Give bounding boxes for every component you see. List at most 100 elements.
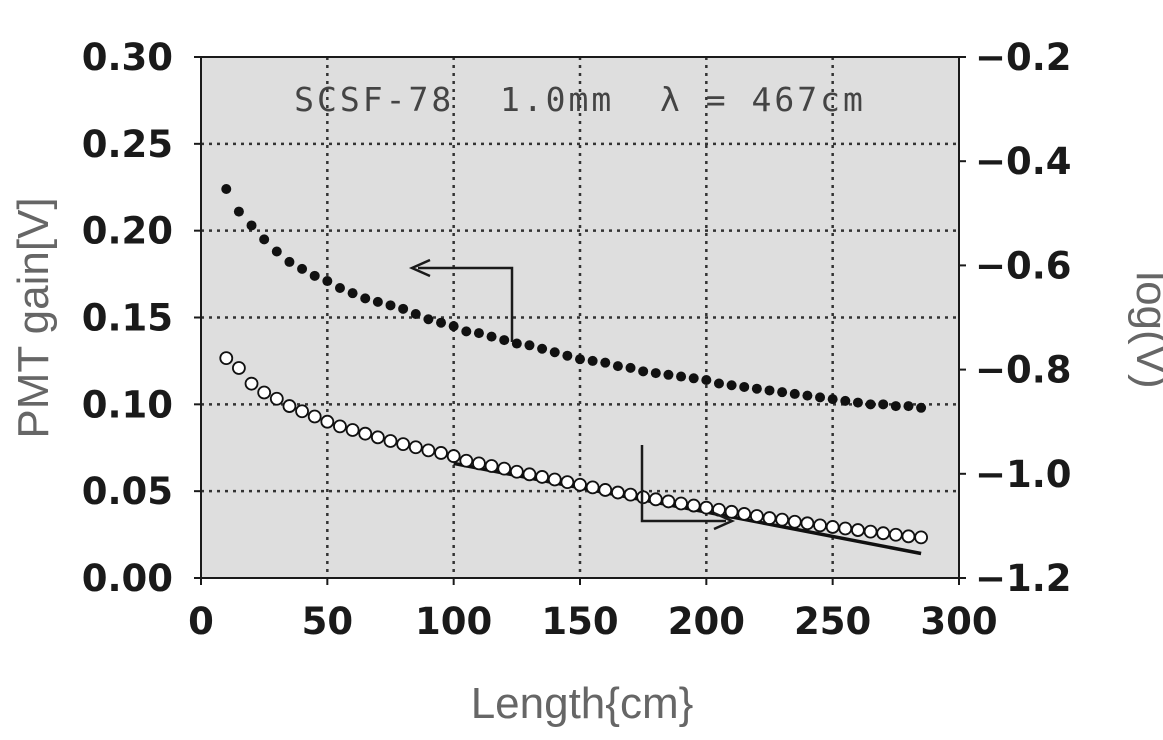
open-data-point <box>775 512 790 527</box>
x-tick-label: 100 <box>415 600 492 643</box>
filled-data-point <box>916 402 927 413</box>
filled-data-point <box>638 366 649 377</box>
filled-data-point <box>726 380 737 391</box>
filled-data-point <box>575 354 585 365</box>
y2-tick-label: −1.0 <box>975 453 1072 496</box>
filled-data-point <box>221 183 232 194</box>
open-data-point <box>333 419 347 434</box>
open-data-point <box>295 404 309 419</box>
filled-data-point <box>650 368 661 379</box>
filled-data-point <box>309 270 320 281</box>
open-data-point <box>459 453 474 468</box>
filled-data-point <box>625 362 636 373</box>
open-data-point <box>484 459 499 473</box>
filled-data-point <box>549 347 560 358</box>
y-tick-label: 0.15 <box>82 297 173 340</box>
open-data-point <box>661 494 676 509</box>
filled-data-point <box>385 300 396 311</box>
filled-data-point <box>423 314 434 325</box>
open-data-point <box>370 430 385 445</box>
data-marks <box>219 183 928 556</box>
open-data-point <box>851 523 865 537</box>
filled-data-point <box>739 381 750 392</box>
y-tick-label: 0.10 <box>82 383 173 426</box>
open-data-point <box>434 446 448 460</box>
open-data-point <box>611 485 625 500</box>
x-tick-label: 0 <box>188 600 214 643</box>
y-tick-label: 0.30 <box>82 36 173 79</box>
open-data-point <box>257 385 272 400</box>
open-data-point <box>282 399 297 413</box>
filled-data-point <box>297 263 308 274</box>
x-axis-title: Length{cm} <box>471 679 694 728</box>
filled-data-point <box>840 395 851 406</box>
filled-data-point <box>890 401 901 412</box>
filled-data-point <box>499 335 510 346</box>
filled-data-point <box>878 399 889 410</box>
filled-data-point <box>334 282 345 293</box>
open-data-point <box>888 527 903 542</box>
filled-data-point <box>436 317 447 328</box>
filled-data-point <box>233 206 244 217</box>
y2-tick-label: −0.8 <box>975 349 1072 392</box>
filled-data-point <box>398 303 409 314</box>
filled-data-point <box>600 357 611 368</box>
open-data-point <box>863 524 878 539</box>
open-data-point <box>648 492 663 507</box>
filled-data-point <box>486 331 497 342</box>
open-data-point <box>307 409 322 424</box>
open-data-point <box>497 461 512 476</box>
y-tick-label: 0.25 <box>82 123 173 166</box>
open-data-point <box>825 520 840 534</box>
open-data-point <box>876 526 891 541</box>
filled-data-point <box>764 385 775 396</box>
open-data-point <box>396 437 411 452</box>
filled-data-point <box>751 383 762 394</box>
open-data-point <box>560 475 575 490</box>
filled-data-point <box>663 369 674 380</box>
filled-data-point <box>827 394 838 405</box>
x-tick-label: 150 <box>541 600 618 643</box>
filled-data-point <box>852 397 863 408</box>
filled-data-point <box>676 371 687 382</box>
open-data-point <box>901 529 916 544</box>
y-tick-label: 0.00 <box>82 557 173 600</box>
y2-tick-label: −0.4 <box>975 140 1072 183</box>
x-tick-label: 50 <box>302 600 354 643</box>
chart-annotation: SCSF-78 1.0mm λ = 467cm <box>294 80 866 119</box>
open-data-point <box>383 434 398 448</box>
filled-data-point <box>284 256 295 267</box>
open-data-point <box>585 480 600 495</box>
filled-data-point <box>688 373 699 384</box>
open-data-point <box>472 456 486 471</box>
open-data-point <box>623 487 638 502</box>
filled-data-point <box>259 234 270 245</box>
open-data-point <box>686 498 701 513</box>
open-data-point <box>421 443 436 458</box>
filled-data-point <box>461 326 472 337</box>
open-data-point <box>749 509 764 523</box>
filled-data-point <box>473 328 484 339</box>
open-data-point <box>320 414 335 429</box>
open-data-point <box>914 530 928 545</box>
y-tick-label: 0.05 <box>82 470 173 513</box>
axis-ticks: 0 50 100 150 200 250 300 0.00 0.05 0.10 0.15 0.20 0.… <box>82 36 1072 643</box>
open-data-point <box>231 361 246 375</box>
arrow-to-right-axis <box>640 445 726 523</box>
arrow-to-left-axis <box>418 266 514 342</box>
open-data-point <box>446 449 461 463</box>
filled-data-point <box>815 392 826 403</box>
filled-data-point <box>587 355 598 366</box>
y2-tick-label: −1.2 <box>975 557 1072 600</box>
arrow-to-right-axis-head <box>713 511 736 531</box>
filled-data-point <box>713 378 724 389</box>
open-data-point <box>535 470 549 484</box>
filled-data-point <box>701 375 712 386</box>
open-data-point <box>509 464 524 479</box>
open-data-point <box>598 483 613 497</box>
y2-tick-label: −0.2 <box>975 36 1072 79</box>
open-data-point <box>724 504 739 519</box>
filled-data-point <box>360 293 371 304</box>
filled-data-point <box>802 390 813 401</box>
